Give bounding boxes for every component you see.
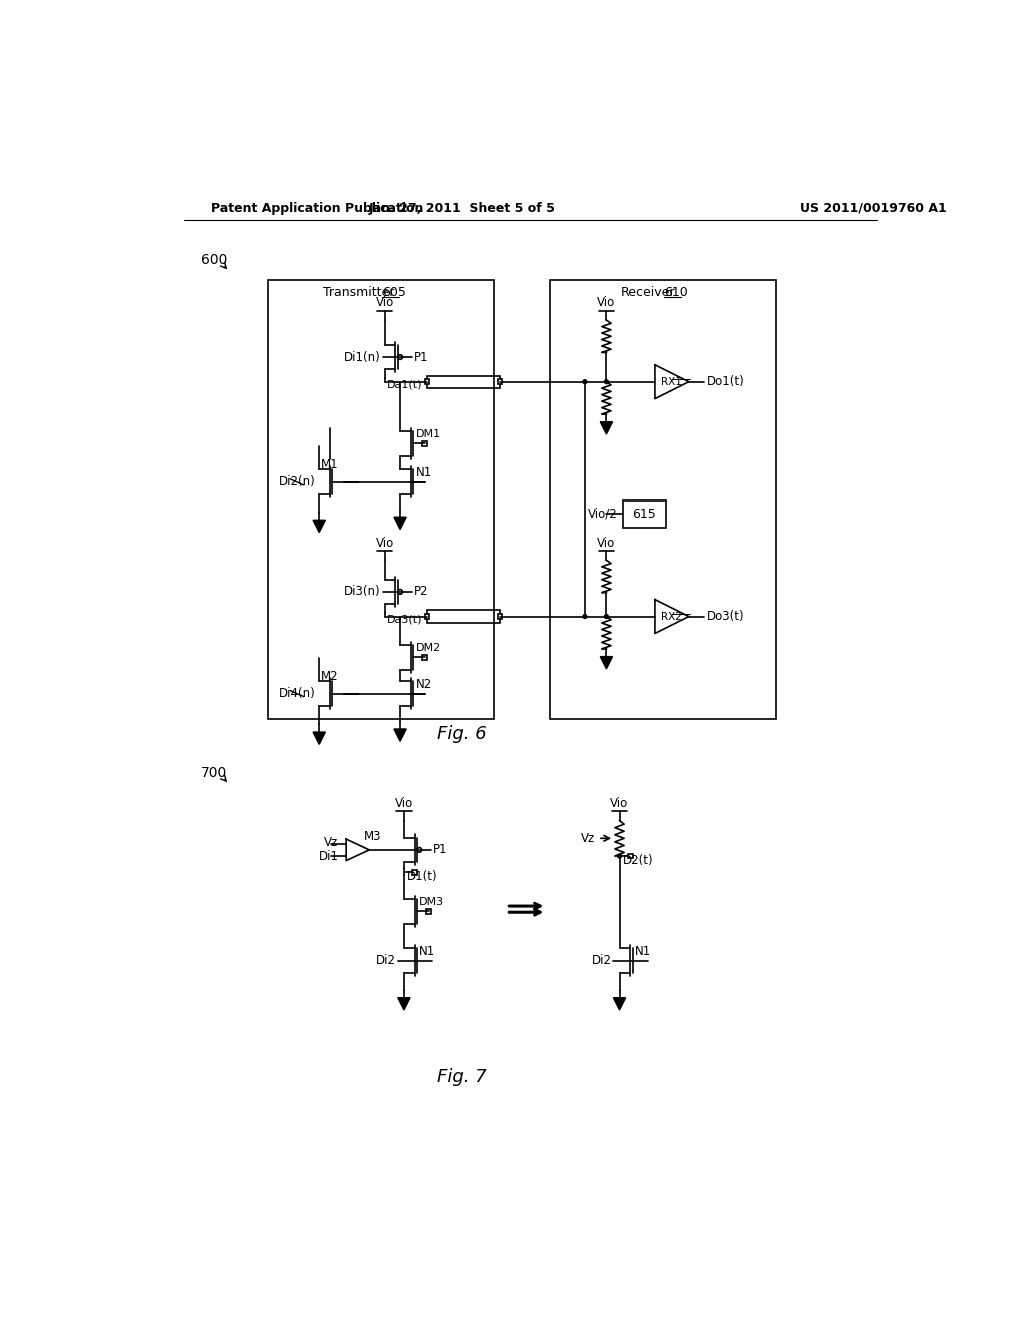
Text: DM2: DM2 <box>416 643 440 653</box>
Text: DM3: DM3 <box>419 898 444 907</box>
Text: Do1(t): Do1(t) <box>708 375 745 388</box>
Text: Di1: Di1 <box>318 850 339 863</box>
Bar <box>427 610 500 623</box>
Bar <box>624 500 666 528</box>
Bar <box>267 280 494 719</box>
Bar <box>550 280 776 719</box>
Text: Vio: Vio <box>376 536 394 549</box>
Circle shape <box>617 854 622 858</box>
Text: Da3(t): Da3(t) <box>387 614 423 624</box>
Text: Di3(n): Di3(n) <box>344 585 381 598</box>
Text: P2: P2 <box>414 585 428 598</box>
Circle shape <box>604 380 608 384</box>
Text: Vio/2: Vio/2 <box>588 508 617 520</box>
Text: N1: N1 <box>419 945 435 958</box>
Text: Vio: Vio <box>376 296 394 309</box>
Text: M2: M2 <box>321 671 338 684</box>
Bar <box>425 379 429 384</box>
Text: US 2011/0019760 A1: US 2011/0019760 A1 <box>801 202 947 215</box>
Circle shape <box>583 615 587 619</box>
Text: N2: N2 <box>416 677 432 690</box>
Text: Di1(n): Di1(n) <box>344 351 381 363</box>
Text: Patent Application Publication: Patent Application Publication <box>211 202 424 215</box>
Bar <box>422 655 427 660</box>
Bar <box>425 614 429 619</box>
Text: 700: 700 <box>201 766 227 780</box>
Bar <box>628 854 633 858</box>
Text: Vio: Vio <box>610 797 629 810</box>
Text: DM1: DM1 <box>416 429 440 440</box>
Text: Vz: Vz <box>325 837 339 850</box>
Polygon shape <box>394 729 407 742</box>
Polygon shape <box>600 656 612 669</box>
Text: Receiver: Receiver <box>621 286 675 298</box>
Text: Di2: Di2 <box>592 954 611 968</box>
Bar <box>498 379 503 384</box>
Polygon shape <box>613 998 626 1010</box>
Text: P1: P1 <box>414 351 428 363</box>
Text: Vio: Vio <box>597 536 615 549</box>
Bar <box>427 376 500 388</box>
Text: Transmitter: Transmitter <box>323 286 394 298</box>
Text: N1: N1 <box>416 466 432 479</box>
Bar <box>413 870 417 875</box>
Circle shape <box>583 380 587 384</box>
Text: Da1(t): Da1(t) <box>387 379 423 389</box>
Polygon shape <box>313 520 326 533</box>
Text: Di2(n): Di2(n) <box>279 475 315 488</box>
Text: N1: N1 <box>635 945 651 958</box>
Text: 605: 605 <box>382 286 407 298</box>
Text: Fig. 6: Fig. 6 <box>437 726 486 743</box>
Polygon shape <box>313 733 326 744</box>
Text: RX1: RX1 <box>662 376 682 387</box>
Text: Vz: Vz <box>581 832 595 845</box>
Text: 600: 600 <box>201 253 227 267</box>
Text: Di4(n): Di4(n) <box>279 686 315 700</box>
Text: M3: M3 <box>364 829 381 842</box>
Text: RX2: RX2 <box>662 611 682 622</box>
Polygon shape <box>600 422 612 434</box>
Text: Vio: Vio <box>395 797 413 810</box>
Text: P1: P1 <box>433 843 447 857</box>
Polygon shape <box>394 517 407 529</box>
Bar <box>422 441 427 446</box>
Text: Do3(t): Do3(t) <box>708 610 744 623</box>
Text: Vio: Vio <box>597 296 615 309</box>
Text: D1(t): D1(t) <box>407 870 437 883</box>
Text: Jan. 27, 2011  Sheet 5 of 5: Jan. 27, 2011 Sheet 5 of 5 <box>369 202 555 215</box>
Circle shape <box>604 615 608 619</box>
Text: Fig. 7: Fig. 7 <box>437 1068 486 1086</box>
Text: Di2: Di2 <box>376 954 396 968</box>
Text: M1: M1 <box>321 458 338 471</box>
Polygon shape <box>397 998 410 1010</box>
Bar <box>426 909 431 913</box>
Text: 610: 610 <box>665 286 688 298</box>
Bar <box>498 614 503 619</box>
Text: 615: 615 <box>632 508 656 520</box>
Text: D2(t): D2(t) <box>623 854 653 867</box>
